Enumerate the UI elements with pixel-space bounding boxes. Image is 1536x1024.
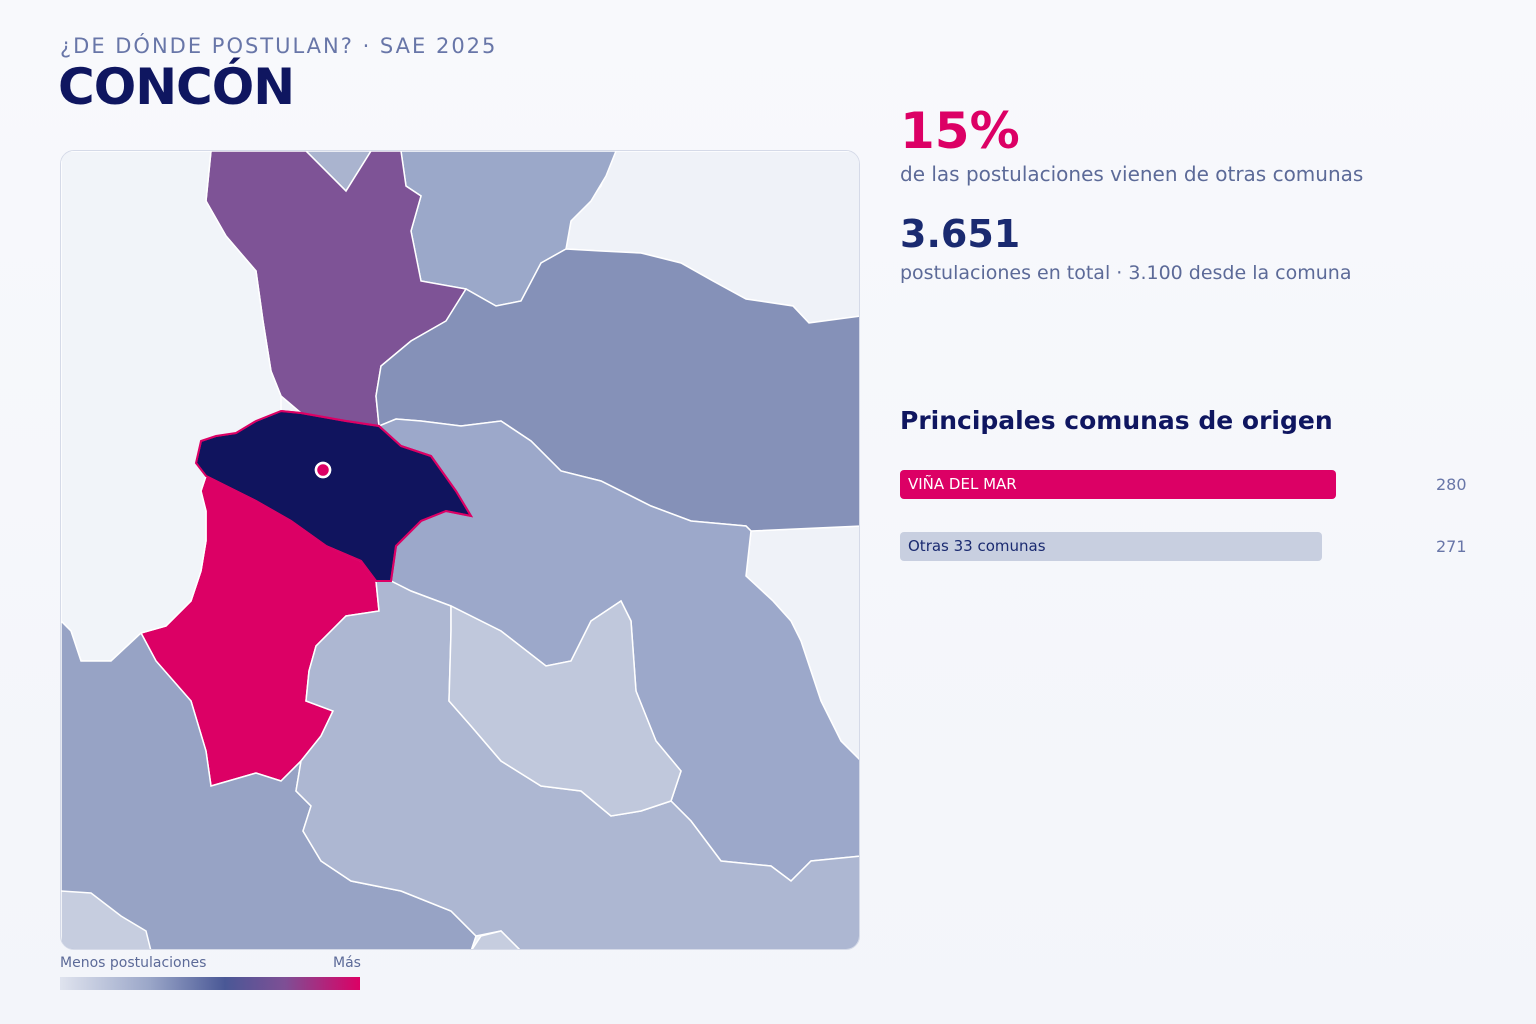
legend-high-label: Más [333, 955, 361, 971]
region-bottom-small[interactable] [471, 930, 521, 950]
legend-gradient-bar [60, 977, 360, 990]
origin-value: 280 [1436, 475, 1467, 494]
region-concon-outline [194, 409, 474, 582]
region-bottom-left[interactable] [61, 890, 152, 950]
choropleth-map[interactable] [60, 150, 860, 950]
origin-bar-vina [900, 470, 1336, 499]
legend-low-label: Menos postulaciones [60, 955, 207, 971]
origin-bar-others [900, 532, 1322, 561]
page-title: CONCÓN [58, 58, 295, 116]
origin-value: 271 [1436, 537, 1467, 556]
home-marker [314, 461, 332, 479]
external-share-value: 15% [900, 102, 1020, 160]
external-share-caption: de las postulaciones vienen de otras com… [900, 162, 1364, 186]
total-applications-caption: postulaciones en total · 3.100 desde la … [900, 262, 1352, 284]
origin-label: VIÑA DEL MAR [908, 475, 1017, 493]
page-kicker: ¿DE DÓNDE POSTULAN? · SAE 2025 [60, 34, 498, 58]
total-applications-value: 3.651 [900, 212, 1021, 256]
origin-label: Otras 33 comunas [908, 537, 1046, 555]
region-south-inner[interactable] [448, 599, 682, 817]
origins-section-title: Principales comunas de origen [900, 406, 1333, 435]
